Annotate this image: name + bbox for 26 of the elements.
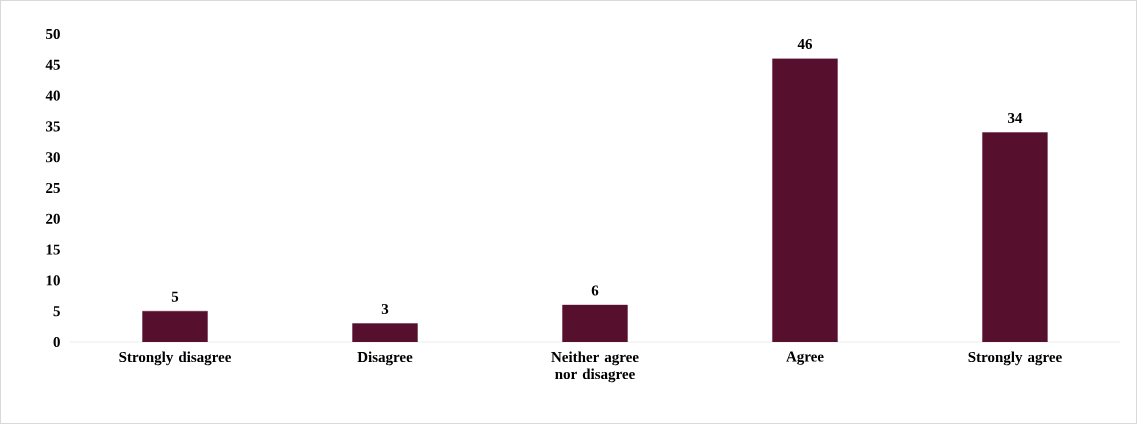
y-tick-label: 20 [46, 213, 60, 224]
y-tick-label: 15 [46, 244, 60, 255]
data-label: 34 [1008, 112, 1023, 124]
y-tick-label: 45 [45, 59, 60, 70]
bar [142, 311, 208, 342]
x-tick-label: Strongly disagree [119, 351, 232, 366]
y-tick-label: 30 [46, 152, 60, 163]
x-tick-label: Neither agree nor disagree [551, 351, 639, 383]
data-label: 3 [381, 303, 389, 314]
y-tick-label: 50 [46, 28, 60, 40]
data-label: 6 [591, 285, 599, 296]
y-tick-label: 0 [53, 336, 60, 348]
bar [772, 58, 838, 342]
data-label: 46 [797, 39, 813, 50]
x-tick-label: Agree [786, 351, 824, 365]
y-tick-label: 35 [46, 121, 60, 132]
y-tick-label: 40 [45, 90, 60, 101]
data-label: 5 [171, 291, 179, 302]
x-tick-label: Disagree [357, 351, 413, 366]
y-tick-label: 5 [53, 306, 60, 317]
bar [562, 304, 628, 342]
bar [982, 132, 1048, 342]
bar [352, 323, 418, 342]
x-tick-label: Strongly agree [968, 351, 1062, 366]
y-tick-label: 25 [46, 182, 60, 194]
y-tick-label: 10 [46, 275, 60, 286]
